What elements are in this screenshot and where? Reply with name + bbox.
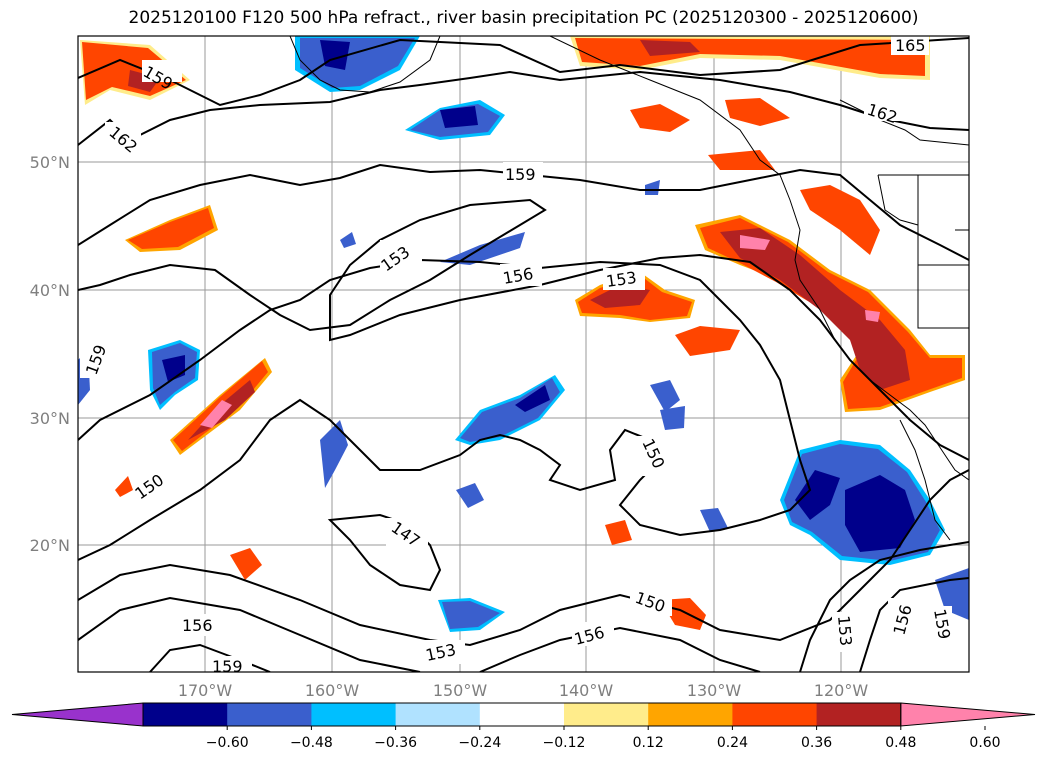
contour-label: 153 xyxy=(834,615,856,647)
coastlines-and-borders xyxy=(289,36,969,541)
colorbar-segment xyxy=(732,703,818,726)
lon-label: 160°W xyxy=(305,681,360,700)
refractivity-contours xyxy=(78,37,969,672)
map-plot-area: 165 162 159 159 162 159 153 156 153 150 … xyxy=(78,36,969,676)
colorbar-tick-label: −0.36 xyxy=(374,735,417,751)
colorbar-outline xyxy=(142,702,902,727)
colorbar-tick-label: −0.12 xyxy=(543,735,586,751)
contour-label: 159 xyxy=(212,657,243,676)
colorbar: −0.60 −0.48 −0.36 −0.24 −0.12 0.12 0.24 0.36 0.4… xyxy=(11,702,1036,751)
colorbar-tick-label: 0.48 xyxy=(885,735,916,751)
positive-anomaly-areas xyxy=(80,36,965,630)
map-frame xyxy=(77,35,970,673)
lon-label: 130°W xyxy=(687,681,742,700)
negative-anomaly-areas xyxy=(78,36,969,632)
colorbar-tick-label: 0.36 xyxy=(801,735,832,751)
colorbar-segment xyxy=(564,703,649,726)
lat-label: 30°N xyxy=(30,409,70,428)
colorbar-segment xyxy=(479,703,565,726)
lon-label: 140°W xyxy=(559,681,614,700)
colorbar-extend-low xyxy=(11,702,144,727)
map-title: 2025120100 F120 500 hPa refract., river … xyxy=(128,8,919,28)
lat-label: 20°N xyxy=(30,536,70,555)
contour-label: 159 xyxy=(505,165,536,184)
lon-label: 120°W xyxy=(814,681,869,700)
lat-label: 40°N xyxy=(30,281,70,300)
longitude-labels: 170°W 160°W 150°W 140°W 130°W 120°W xyxy=(178,681,869,700)
colorbar-tick-label: 0.24 xyxy=(717,735,748,751)
colorbar-tick-label: −0.60 xyxy=(206,735,249,751)
contour-label: 153 xyxy=(605,268,638,291)
lon-label: 170°W xyxy=(178,681,233,700)
contour-label: 156 xyxy=(182,616,213,635)
colorbar-segment xyxy=(143,703,228,726)
latitude-labels: 50°N 40°N 30°N 20°N xyxy=(30,153,70,555)
colorbar-segment xyxy=(227,703,312,726)
contour-label: 165 xyxy=(895,36,926,55)
lon-label: 150°W xyxy=(433,681,488,700)
colorbar-tick-label: 0.60 xyxy=(969,735,1000,751)
colorbar-segment xyxy=(816,703,902,726)
colorbar-tick-label: −0.48 xyxy=(290,735,333,751)
colorbar-tick-label: −0.24 xyxy=(458,735,501,751)
colorbar-segment xyxy=(648,703,733,726)
colorbar-tick-label: 0.12 xyxy=(633,735,664,751)
lat-label: 50°N xyxy=(30,153,70,172)
colorbar-extend-high xyxy=(900,702,1036,727)
colorbar-segment xyxy=(395,703,481,726)
colorbar-segment xyxy=(311,703,397,726)
